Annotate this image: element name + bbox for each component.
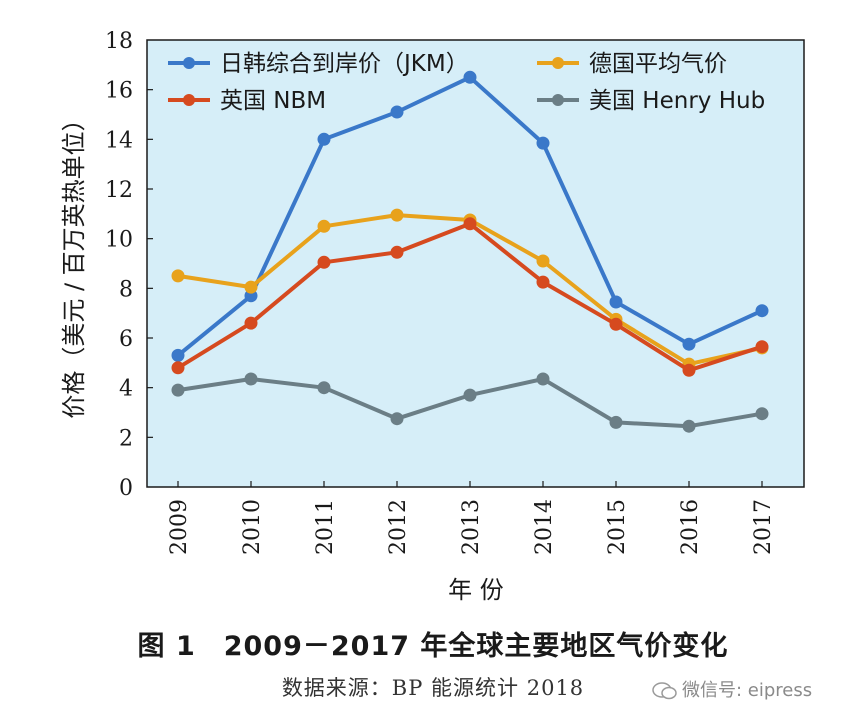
- y-tick-label: 16: [105, 79, 133, 104]
- data-point: [390, 412, 404, 426]
- data-point: [244, 316, 258, 330]
- data-point: [755, 304, 769, 318]
- x-axis: 2009 2010 2011 2012 2013 2014 2015 2016 2017: [167, 481, 776, 555]
- x-tick-label: 2009: [167, 499, 192, 555]
- data-point: [317, 219, 331, 233]
- y-tick-label: 14: [105, 128, 133, 153]
- x-tick-label: 2015: [605, 499, 630, 555]
- data-point: [317, 132, 331, 146]
- y-tick-label: 4: [119, 377, 133, 402]
- legend-label: 德国平均气价: [589, 51, 727, 77]
- x-tick-label: 2017: [751, 499, 776, 555]
- data-point: [463, 70, 477, 84]
- data-point: [390, 245, 404, 259]
- series-1: [171, 70, 769, 362]
- y-tick-label: 12: [105, 178, 133, 203]
- y-tick-label: 0: [119, 476, 133, 501]
- y-tick-label: 18: [105, 29, 133, 54]
- x-tick-label: 2014: [532, 499, 557, 555]
- y-tick-label: 6: [119, 327, 133, 352]
- data-point: [609, 295, 623, 309]
- data-point: [536, 275, 550, 289]
- data-point: [171, 361, 185, 375]
- data-point: [317, 255, 331, 269]
- legend-swatch-marker: [183, 94, 195, 106]
- y-tick-label: 8: [119, 277, 133, 302]
- legend-swatch-marker: [183, 57, 195, 69]
- legend-item: 日韩综合到岸价（JKM）: [168, 51, 469, 77]
- y-axis: 0 2 4 6 8 10 12 14 16 18: [105, 29, 153, 501]
- legend-swatch-marker: [552, 57, 564, 69]
- data-point: [463, 217, 477, 231]
- data-point: [244, 372, 258, 386]
- watermark-text: 微信号: eipress: [682, 680, 813, 701]
- series-layer: [171, 70, 769, 433]
- figure-title: 图 1 2009－2017 年全球主要地区气价变化: [137, 631, 729, 662]
- legend-swatch-marker: [552, 94, 564, 106]
- data-point: [536, 254, 550, 268]
- data-point: [609, 415, 623, 429]
- data-point: [682, 363, 696, 377]
- legend-item: 英国 NBM: [168, 88, 326, 114]
- data-point: [317, 381, 331, 395]
- figure-source: 数据来源：BP 能源统计 2018: [281, 676, 585, 700]
- data-point: [536, 136, 550, 150]
- y-tick-label: 10: [105, 228, 133, 253]
- legend-label: 美国 Henry Hub: [589, 88, 765, 114]
- data-point: [536, 372, 550, 386]
- x-tick-label: 2010: [240, 499, 265, 555]
- x-axis-title: 年 份: [448, 576, 504, 604]
- y-tick-label: 2: [119, 426, 133, 451]
- legend-item: 美国 Henry Hub: [537, 88, 765, 114]
- data-point: [755, 407, 769, 421]
- data-point: [609, 317, 623, 331]
- wechat-icon: [652, 682, 677, 700]
- series-4: [171, 372, 769, 433]
- data-point: [682, 419, 696, 433]
- data-point: [463, 388, 477, 402]
- x-tick-label: 2012: [386, 499, 411, 555]
- data-point: [682, 337, 696, 351]
- legend-label: 日韩综合到岸价（JKM）: [220, 51, 469, 77]
- y-axis-title: 价格（美元 / 百万英热单位）: [60, 107, 88, 418]
- data-point: [244, 280, 258, 294]
- series-3: [171, 217, 769, 377]
- legend-item: 德国平均气价: [537, 51, 727, 77]
- data-point: [390, 105, 404, 119]
- data-point: [171, 383, 185, 397]
- x-tick-label: 2011: [313, 499, 338, 555]
- plot-area: [146, 39, 805, 488]
- data-point: [171, 348, 185, 362]
- data-point: [755, 340, 769, 354]
- x-tick-label: 2013: [459, 499, 484, 555]
- watermark: 微信号: eipress: [652, 676, 812, 702]
- data-point: [390, 208, 404, 222]
- x-tick-label: 2016: [678, 499, 703, 555]
- legend-label: 英国 NBM: [220, 88, 326, 114]
- data-point: [171, 269, 185, 283]
